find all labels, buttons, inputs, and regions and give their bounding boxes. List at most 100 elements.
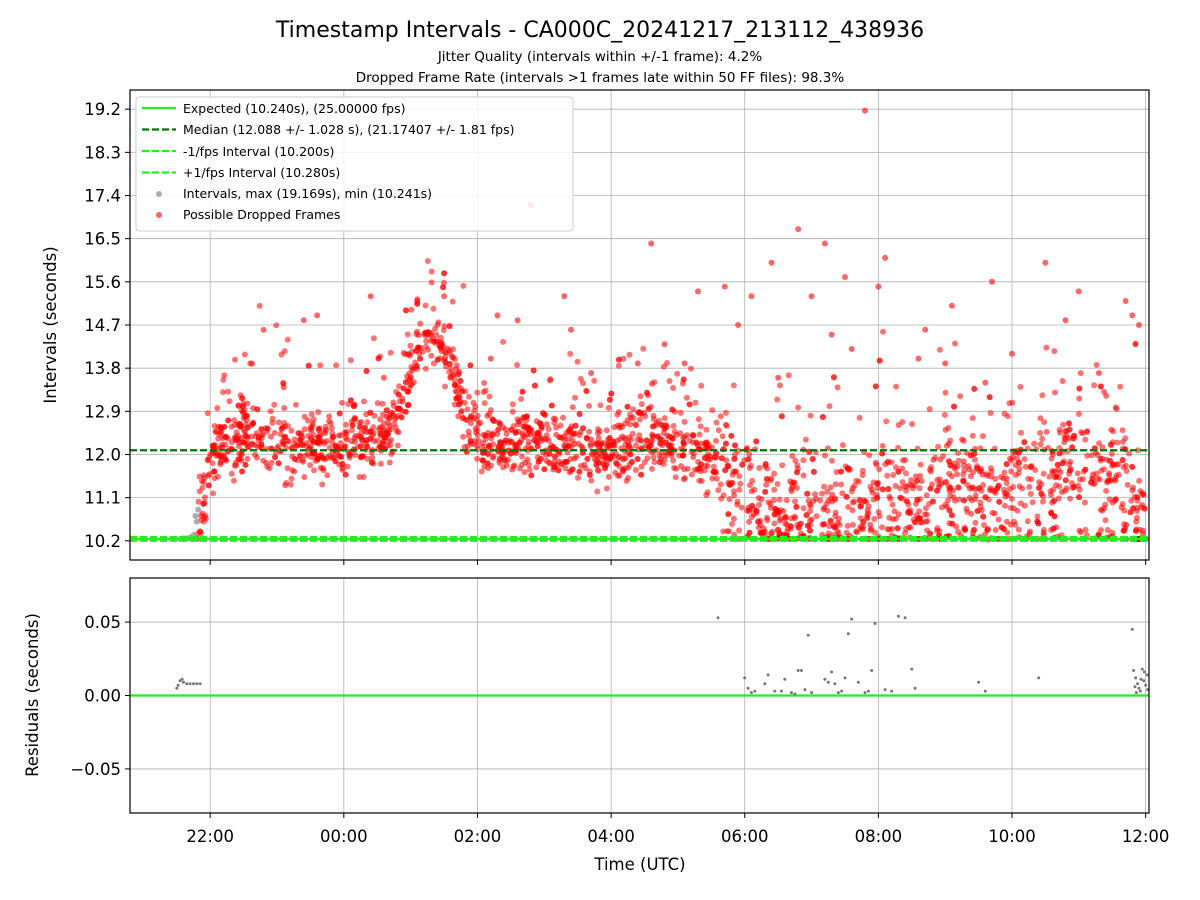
residual-point xyxy=(983,689,987,693)
dropped-frame-point xyxy=(827,484,834,491)
dropped-frame-outlier xyxy=(1042,259,1049,266)
x-tick-label: 00:00 xyxy=(320,827,368,846)
dropped-frame-point xyxy=(308,411,315,418)
dropped-frame-point xyxy=(514,416,521,423)
dropped-frame-point xyxy=(218,425,224,432)
dropped-frame-point xyxy=(1096,476,1103,483)
dropped-frame-point xyxy=(281,419,288,426)
dropped-frame-point xyxy=(314,456,321,463)
dropped-frame-point xyxy=(772,505,779,512)
dropped-frame-point xyxy=(615,472,621,479)
dropped-frame-point xyxy=(241,351,248,358)
dropped-frame-point xyxy=(343,421,349,428)
dropped-frame-point xyxy=(972,496,979,503)
dropped-frame-point xyxy=(625,474,632,481)
dropped-frame-point xyxy=(415,344,422,351)
dropped-frame-outlier xyxy=(1075,288,1082,295)
dropped-frame-point xyxy=(632,421,639,428)
dropped-frame-outlier xyxy=(828,331,835,338)
dropped-frame-point xyxy=(342,471,349,478)
dropped-frame-point xyxy=(315,409,322,415)
dropped-frame-point xyxy=(458,409,465,415)
dropped-frame-point xyxy=(488,435,495,442)
dropped-frame-point xyxy=(849,507,856,514)
dropped-frame-point xyxy=(934,487,940,494)
dropped-frame-point xyxy=(195,498,202,505)
dropped-frame-point xyxy=(239,403,246,410)
dropped-frame-point xyxy=(201,494,208,501)
dropped-frame-point xyxy=(329,434,336,441)
dropped-frame-point xyxy=(451,377,458,383)
dropped-frame-point xyxy=(606,396,613,403)
dropped-frame-point xyxy=(1006,400,1013,407)
dropped-frame-point xyxy=(1084,452,1091,459)
dropped-frame-point xyxy=(890,472,897,478)
legend-swatch-intervals xyxy=(156,191,162,197)
dropped-frame-point xyxy=(745,456,752,463)
dropped-frame-outlier xyxy=(367,293,374,300)
dropped-frame-point xyxy=(1139,531,1146,538)
dropped-frame-point xyxy=(865,503,872,510)
dropped-frame-point xyxy=(909,482,916,488)
dropped-frame-point xyxy=(422,329,429,336)
dropped-frame-point xyxy=(347,357,354,364)
dropped-frame-point xyxy=(450,371,457,378)
dropped-frame-point xyxy=(1053,473,1060,480)
dropped-frame-point xyxy=(200,500,207,507)
bottom-y-tick-label: −0.05 xyxy=(70,760,121,779)
dropped-frame-point xyxy=(885,459,892,466)
dropped-frame-point xyxy=(363,437,370,444)
residual-point xyxy=(846,632,850,636)
dropped-frame-point xyxy=(282,482,289,489)
dropped-frame-point xyxy=(1039,435,1046,442)
dropped-frame-point xyxy=(605,473,612,480)
dropped-frame-point xyxy=(225,388,232,395)
dropped-frame-point xyxy=(226,398,233,405)
dropped-frame-point xyxy=(254,406,261,413)
dropped-frame-point xyxy=(398,414,405,421)
dropped-frame-point xyxy=(430,305,437,312)
dropped-frame-point xyxy=(580,380,586,387)
dropped-frame-point xyxy=(709,475,716,482)
dropped-frame-point xyxy=(519,430,526,437)
residual-point xyxy=(826,680,830,684)
dropped-frame-point xyxy=(275,460,282,467)
dropped-frame-point xyxy=(1038,490,1045,497)
dropped-frame-point xyxy=(1135,447,1141,454)
chart-subtitle-jitter: Jitter Quality (intervals within +/-1 fr… xyxy=(437,49,763,65)
dropped-frame-point xyxy=(583,435,590,441)
dropped-frame-outlier xyxy=(380,374,387,381)
dropped-frame-point xyxy=(963,505,970,512)
dropped-frame-point xyxy=(1051,348,1058,355)
dropped-frame-outlier xyxy=(922,326,929,333)
dropped-frame-point xyxy=(538,424,545,430)
dropped-frame-outlier xyxy=(487,355,494,362)
dropped-frame-point xyxy=(969,432,976,439)
dropped-frame-point xyxy=(973,465,980,471)
dropped-frame-point xyxy=(402,408,409,415)
dropped-frame-point xyxy=(992,527,999,533)
residual-point xyxy=(1138,689,1142,693)
dropped-frame-point xyxy=(889,501,896,508)
dropped-frame-point xyxy=(678,463,685,469)
dropped-frame-point xyxy=(575,440,582,447)
dropped-frame-point xyxy=(697,423,704,430)
residual-point xyxy=(863,691,867,695)
dropped-frame-point xyxy=(768,475,775,482)
dropped-frame-point xyxy=(595,466,601,473)
dropped-frame-point xyxy=(1001,410,1008,417)
dropped-frame-point xyxy=(677,409,684,416)
dropped-frame-point xyxy=(809,456,816,463)
dropped-frame-point xyxy=(383,407,390,414)
dropped-frame-point xyxy=(1056,450,1063,457)
dropped-frame-point xyxy=(630,406,637,413)
residual-point xyxy=(188,682,192,686)
dropped-frame-point xyxy=(291,468,298,475)
dropped-frame-point xyxy=(640,345,647,352)
dropped-frame-point xyxy=(729,521,735,527)
dropped-frame-point xyxy=(843,493,850,500)
dropped-frame-point xyxy=(917,461,924,468)
dropped-frame-point xyxy=(946,507,953,514)
dropped-frame-point xyxy=(1076,494,1082,501)
dropped-frame-point xyxy=(597,402,604,409)
